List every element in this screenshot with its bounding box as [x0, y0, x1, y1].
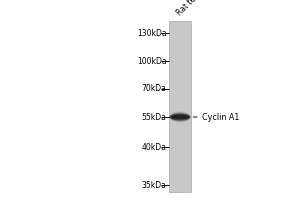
Text: 35kDa: 35kDa [142, 180, 167, 190]
Text: 55kDa: 55kDa [142, 112, 167, 121]
Ellipse shape [170, 114, 190, 120]
Ellipse shape [169, 113, 190, 121]
Text: 100kDa: 100kDa [137, 56, 167, 66]
Text: Cyclin A1: Cyclin A1 [193, 112, 240, 121]
Text: 130kDa: 130kDa [137, 28, 167, 38]
Ellipse shape [169, 112, 190, 122]
Text: Rat testis: Rat testis [176, 0, 208, 17]
Text: 70kDa: 70kDa [142, 84, 167, 93]
Ellipse shape [170, 115, 190, 119]
Text: 40kDa: 40kDa [142, 142, 167, 152]
Ellipse shape [169, 111, 190, 123]
Bar [169, 21, 190, 192]
